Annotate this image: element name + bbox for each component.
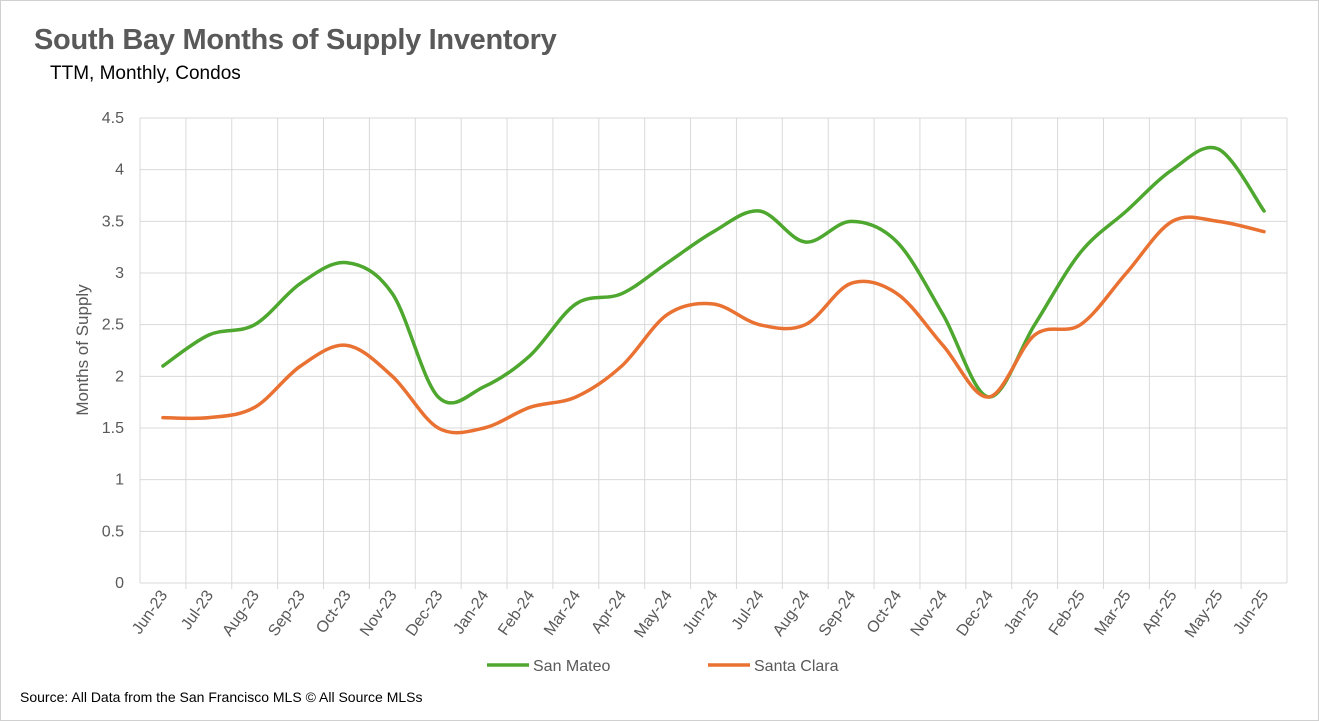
series-lines [161,145,1266,435]
y-axis-label: Months of Supply [73,284,92,416]
y-tick-label: 0 [115,575,124,592]
x-tick-label: Sep-24 [816,587,860,639]
x-tick-label: Aug-23 [219,587,263,639]
legend-label-santa-clara: Santa Clara [754,658,839,675]
y-tick-label: 1 [115,472,124,489]
y-tick-label: 4 [115,162,124,179]
series-line-san-mateo [161,145,1266,405]
x-tick-label: Apr-25 [1139,587,1181,636]
x-tick-label: Jul-23 [178,587,217,633]
grid-lines [139,117,1288,589]
x-tick-label: Oct-24 [864,587,906,636]
y-tick-label: 2 [115,368,124,385]
chart-subtitle: TTM, Monthly, Condos [50,63,241,84]
x-tick-label: Aug-24 [770,587,814,639]
y-tick-label: 3 [115,265,124,282]
x-tick-label: May-25 [1182,587,1227,641]
y-tick-label: 1.5 [102,420,124,437]
source-note: Source: All Data from the San Francisco … [20,689,423,705]
x-tick-label: May-24 [631,587,676,641]
x-tick-label: Jan-25 [1001,587,1043,637]
legend-label-san-mateo: San Mateo [533,658,610,675]
x-tick-label: Nov-24 [908,587,952,639]
series-line-santa-clara [161,215,1266,435]
x-tick-label: Feb-25 [1046,587,1089,638]
x-axis-ticks: Jun-23 Jul-23 Aug-23 Sep-23 Oct-23 Nov-23 Dec-… [129,587,1272,641]
x-tick-label: Apr-24 [589,587,631,636]
y-axis-ticks: 0 0.5 1 1.5 2 2.5 3 3.5 4 4.5 [102,110,124,592]
legend: San Mateo Santa Clara [487,658,839,675]
y-tick-label: 3.5 [102,213,124,230]
chart-title: South Bay Months of Supply Inventory [34,24,557,56]
x-tick-label: Sep-23 [265,587,309,639]
x-tick-label: Jun-23 [129,587,171,637]
x-tick-label: Mar-24 [541,587,584,638]
x-tick-label: Jun-24 [680,587,722,637]
x-tick-label: Dec-24 [954,587,998,639]
x-tick-label: Jun-25 [1230,587,1272,637]
x-tick-label: Feb-24 [495,587,538,638]
x-tick-label: Mar-25 [1092,587,1135,638]
x-tick-label: Nov-23 [357,587,401,639]
y-tick-label: 4.5 [102,110,124,127]
y-tick-label: 2.5 [102,317,124,334]
x-tick-label: Dec-23 [403,587,447,639]
y-tick-label: 0.5 [102,523,124,540]
x-tick-label: Jul-24 [729,587,768,633]
x-tick-label: Jan-24 [450,587,492,637]
x-tick-label: Oct-23 [313,587,355,636]
